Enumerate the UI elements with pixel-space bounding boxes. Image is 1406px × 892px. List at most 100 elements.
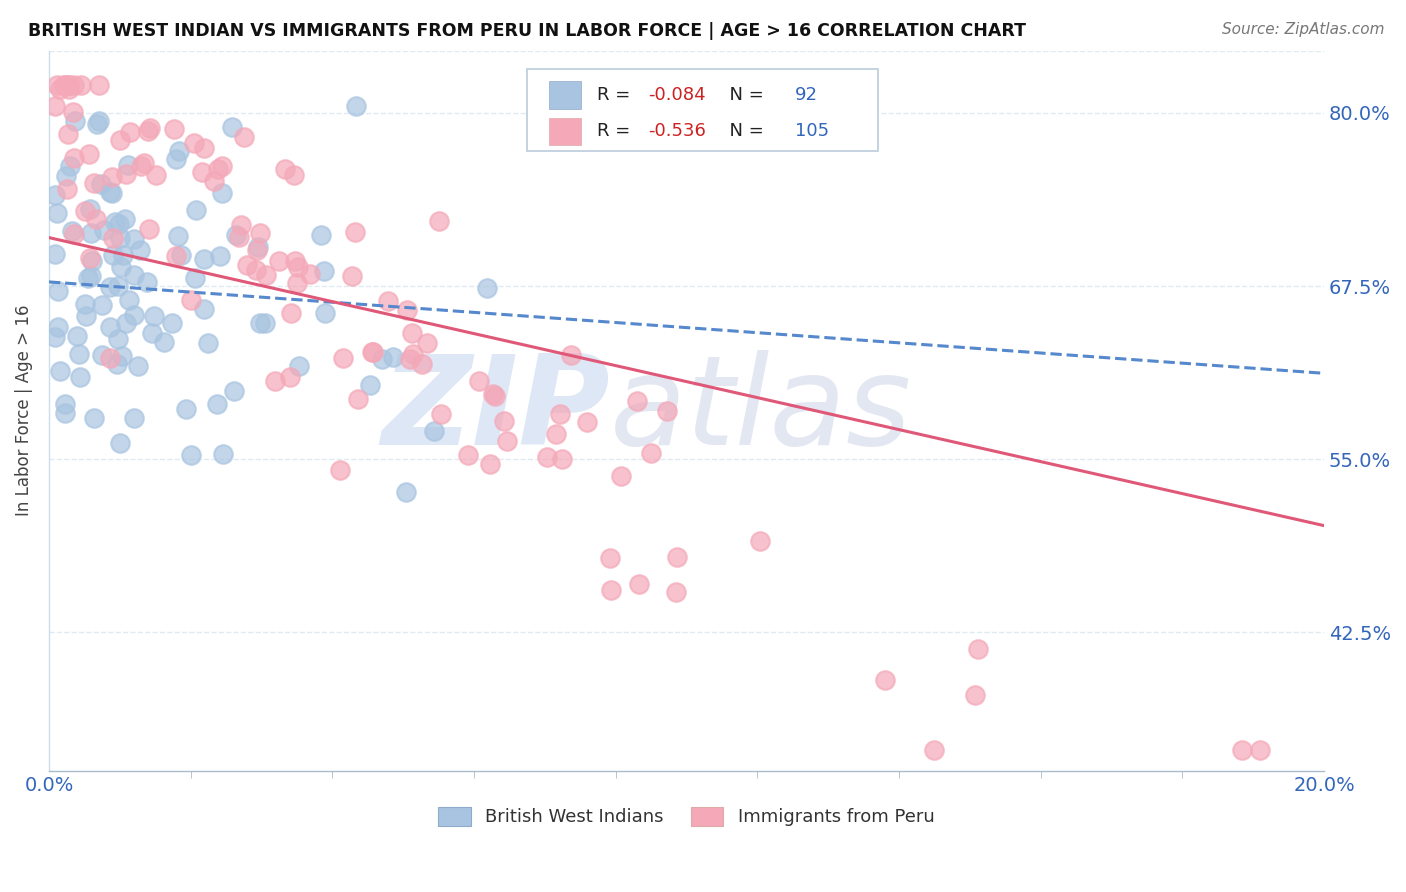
Text: R =: R =	[598, 122, 637, 140]
Point	[100, 319, 122, 334]
Point	[58, 81, 80, 95]
Point	[73, 297, 96, 311]
Point	[107, 332, 129, 346]
Point	[46, 78, 69, 93]
Point	[101, 248, 124, 262]
Point	[70, 78, 93, 93]
Point	[236, 258, 259, 272]
Point	[134, 155, 156, 169]
Point	[205, 397, 228, 411]
Point	[599, 582, 621, 597]
FancyBboxPatch shape	[527, 69, 877, 152]
Point	[129, 243, 152, 257]
Point	[49, 82, 72, 96]
Point	[127, 359, 149, 374]
Point	[344, 225, 367, 239]
Point	[93, 223, 115, 237]
Point	[411, 357, 433, 371]
Point	[163, 122, 186, 136]
Point	[167, 228, 190, 243]
Point	[371, 352, 394, 367]
Point	[225, 227, 247, 242]
Point	[193, 140, 215, 154]
Point	[963, 688, 986, 702]
Point	[340, 269, 363, 284]
Point	[288, 359, 311, 373]
Point	[249, 226, 271, 240]
Point	[104, 214, 127, 228]
Text: Source: ZipAtlas.com: Source: ZipAtlas.com	[1222, 22, 1385, 37]
Point	[82, 254, 104, 268]
Point	[197, 336, 219, 351]
Point	[484, 389, 506, 403]
Point	[129, 159, 152, 173]
Point	[749, 533, 772, 548]
Point	[180, 448, 202, 462]
Point	[170, 248, 193, 262]
Point	[101, 170, 124, 185]
Point	[479, 458, 502, 472]
Point	[80, 226, 103, 240]
Point	[65, 329, 87, 343]
Point	[468, 374, 491, 388]
Point	[84, 212, 107, 227]
Point	[91, 348, 114, 362]
Point	[44, 247, 66, 261]
Point	[627, 577, 650, 591]
Point	[430, 407, 453, 421]
Point	[309, 228, 332, 243]
Point	[101, 231, 124, 245]
Text: -0.084: -0.084	[648, 86, 706, 104]
Point	[546, 426, 568, 441]
Point	[90, 177, 112, 191]
Point	[112, 247, 135, 261]
Point	[69, 370, 91, 384]
Point	[359, 377, 381, 392]
Point	[44, 330, 66, 344]
Y-axis label: In Labor Force | Age > 16: In Labor Force | Age > 16	[15, 305, 32, 516]
Point	[174, 402, 197, 417]
Point	[160, 316, 183, 330]
Point	[186, 202, 208, 217]
Point	[395, 484, 418, 499]
Point	[91, 298, 114, 312]
Point	[55, 169, 77, 184]
Point	[184, 271, 207, 285]
Point	[873, 673, 896, 687]
Point	[246, 240, 269, 254]
Point	[1232, 743, 1254, 757]
Point	[136, 124, 159, 138]
Point	[232, 130, 254, 145]
Point	[211, 447, 233, 461]
Point	[245, 263, 267, 277]
Point	[457, 448, 479, 462]
Text: BRITISH WEST INDIAN VS IMMIGRANTS FROM PERU IN LABOR FORCE | AGE > 16 CORRELATIO: BRITISH WEST INDIAN VS IMMIGRANTS FROM P…	[28, 22, 1026, 40]
Point	[299, 268, 322, 282]
Point	[202, 174, 225, 188]
Point	[221, 120, 243, 135]
Text: N =: N =	[718, 86, 770, 104]
Point	[360, 344, 382, 359]
Point	[75, 203, 97, 218]
Point	[346, 392, 368, 407]
Point	[59, 160, 82, 174]
Point	[222, 384, 245, 399]
Point	[83, 177, 105, 191]
Point	[105, 358, 128, 372]
Point	[494, 414, 516, 428]
Point	[139, 120, 162, 135]
Point	[610, 468, 633, 483]
Point	[56, 78, 79, 93]
Text: ZIP: ZIP	[381, 351, 610, 471]
Point	[640, 446, 662, 460]
Point	[278, 369, 301, 384]
Point	[495, 434, 517, 448]
Point	[382, 350, 405, 364]
Point	[53, 397, 76, 411]
Point	[55, 181, 77, 195]
Point	[269, 253, 291, 268]
Point	[422, 424, 444, 438]
Point	[118, 293, 141, 307]
Point	[75, 309, 97, 323]
Point	[481, 386, 503, 401]
